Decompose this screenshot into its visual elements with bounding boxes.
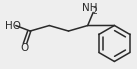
Text: NH: NH: [82, 3, 98, 13]
Text: 2: 2: [92, 7, 97, 16]
Text: HO: HO: [5, 21, 22, 30]
Text: O: O: [21, 43, 29, 53]
